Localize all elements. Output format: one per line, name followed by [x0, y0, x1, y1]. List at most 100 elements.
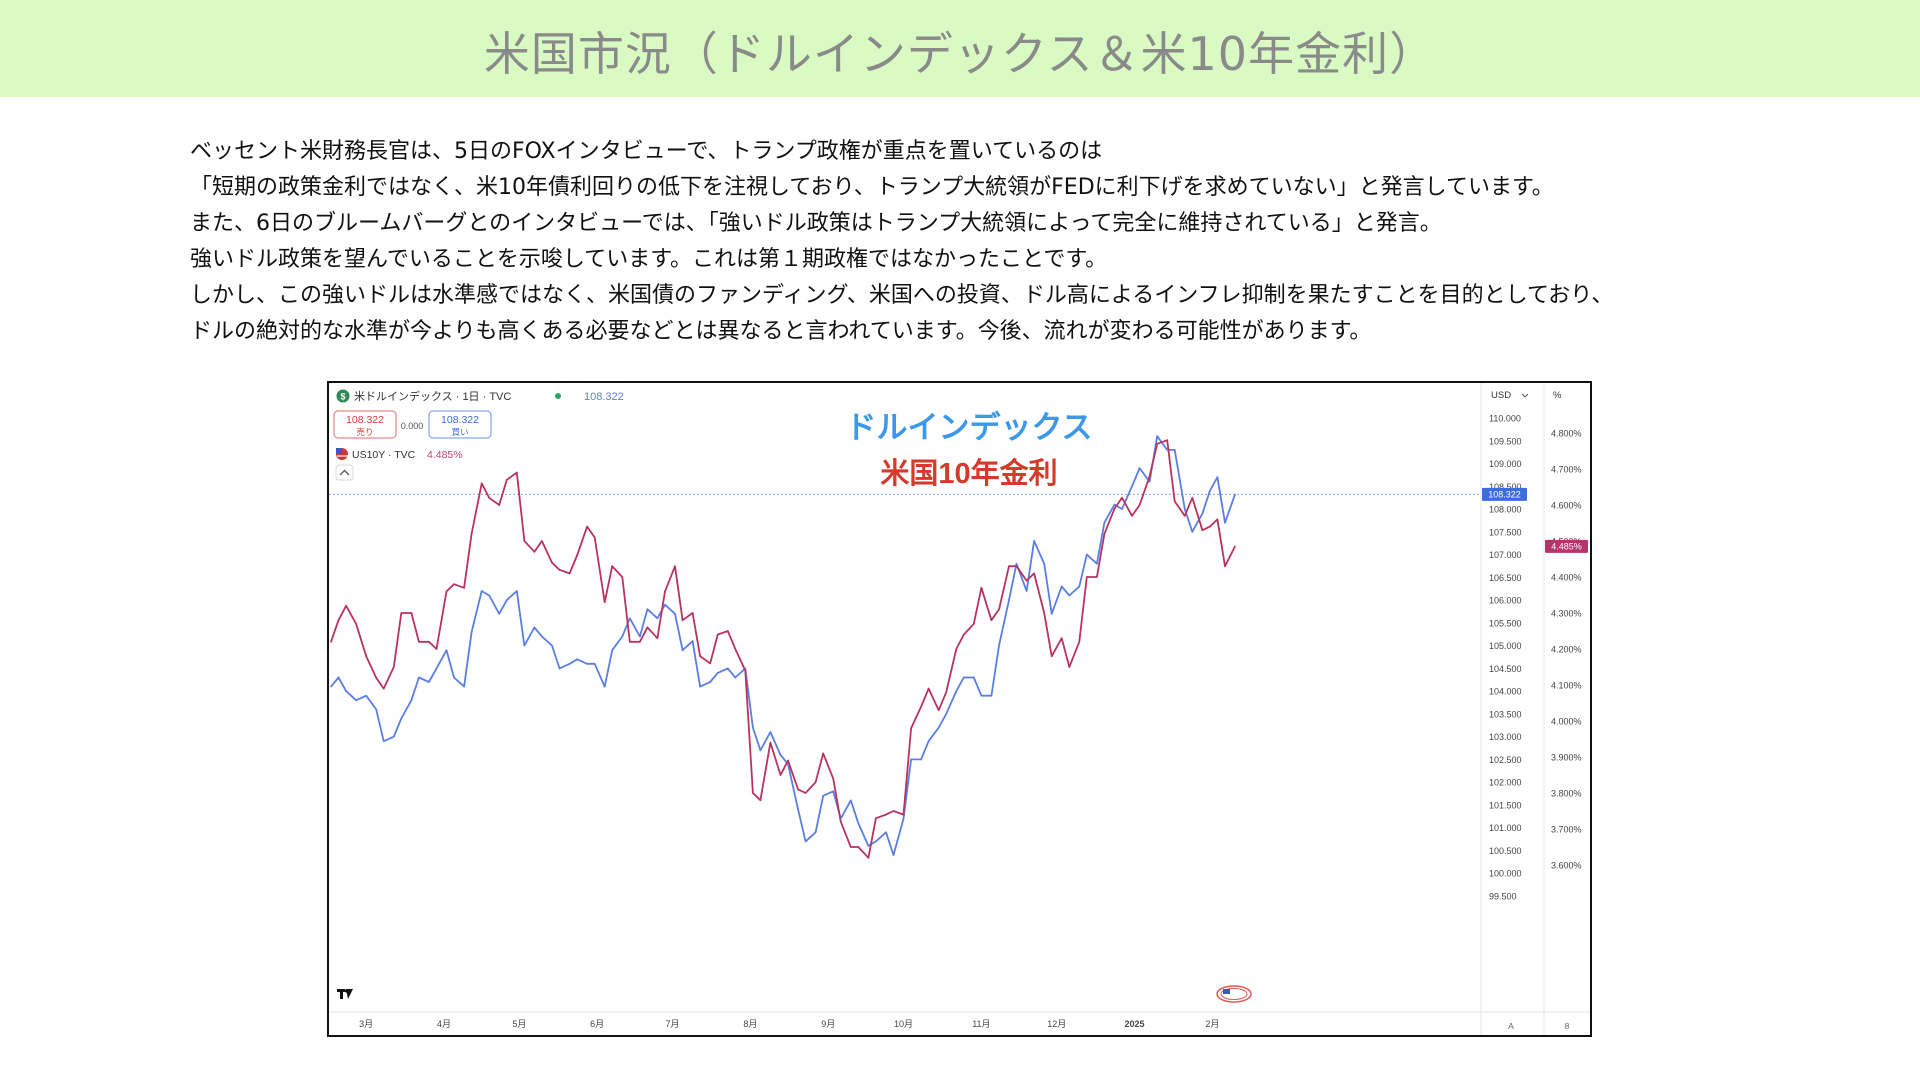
dxy-point [629, 617, 631, 620]
dxy-point [867, 845, 870, 847]
us10y-point [453, 583, 455, 585]
left-axis-tick-label: 103.500 [1489, 709, 1522, 719]
sell-label: 売り [356, 427, 373, 437]
right-axis-tick-label: 4.300% [1551, 609, 1582, 619]
dxy-point [945, 713, 948, 715]
dxy-point [453, 676, 455, 679]
currency-selector[interactable]: USD [1491, 390, 1511, 401]
right-axis-tick-label: 4.200% [1551, 645, 1582, 655]
dxy-point [428, 681, 430, 683]
legend-collapse-button[interactable] [335, 464, 354, 481]
commentary-text: ベッセント米財務長官は、5日のFOXインタビューで、トランプ政権が重点を置いてい… [190, 134, 1890, 350]
dxy-point [1183, 508, 1186, 510]
right-axis-tick-label: 4.600% [1551, 501, 1582, 511]
dxy-point [1209, 490, 1211, 492]
us10y-point [392, 666, 395, 668]
dxy-point [593, 663, 596, 665]
us10y-point [804, 792, 807, 794]
dxy-point [365, 694, 367, 697]
dxy-point [1086, 553, 1088, 556]
dxy-point [699, 685, 701, 688]
us10y-point [920, 705, 922, 708]
dxy-point [330, 685, 332, 688]
right-axis-tick-label: 4.700% [1551, 465, 1582, 475]
left-axis-tick-label: 102.000 [1489, 778, 1522, 788]
dxy-point [990, 694, 993, 697]
currency-flags-icon[interactable] [1216, 985, 1252, 1003]
us10y-point [639, 641, 641, 643]
us10y-point [568, 572, 571, 575]
right-axis-tick-label: 3.700% [1551, 825, 1582, 835]
us10y-point [355, 623, 357, 625]
svg-text:$: $ [340, 392, 345, 402]
left-axis-tick-label: 101.500 [1489, 800, 1522, 810]
us10y-point [910, 727, 912, 729]
left-axis-tick-label: 100.500 [1489, 846, 1522, 856]
us10y-point [937, 709, 940, 711]
us10y-point [990, 619, 993, 621]
dxy-point [857, 822, 860, 824]
us10y-point [576, 554, 578, 557]
dxy-point [875, 840, 877, 843]
us10y-point [541, 540, 543, 542]
tv-dollar-badge: $ [336, 389, 350, 403]
time-axis-tick-label: 7月 [666, 1019, 680, 1029]
us10y-point [857, 846, 860, 848]
us10y-point [470, 533, 473, 535]
dxy-point [1131, 485, 1133, 488]
us10y-point [1234, 545, 1236, 548]
yield-last-label: 4.485% [1551, 542, 1582, 552]
auto-scale-button[interactable]: A [1508, 1021, 1514, 1031]
sell-button[interactable]: 108.322 売り [333, 410, 397, 439]
us10y-point [1025, 579, 1028, 582]
dxy-point [1156, 435, 1158, 438]
header-banner: 米国市況（ドルインデックス＆米10年金利） [0, 0, 1920, 97]
dxy-point [744, 667, 747, 670]
us10y-point [621, 576, 624, 578]
dxy-point [603, 685, 606, 688]
dxy-point [892, 854, 895, 856]
us10y-point [1068, 666, 1071, 668]
dxy-point [681, 649, 684, 651]
time-axis-tick-label: 11月 [972, 1019, 990, 1029]
commentary-line-5: しかし、この強いドルは水準感ではなく、米国債のファンディング、米国への投資、ドル… [190, 283, 1614, 308]
us10y-point [1201, 529, 1204, 531]
dxy-point [779, 754, 782, 756]
dxy-point [355, 699, 357, 702]
right-axis-tick-label: 4.100% [1551, 681, 1582, 691]
currency-dropdown-icon[interactable] [1521, 393, 1529, 398]
us10y-point [1131, 515, 1133, 517]
us10y-point [814, 781, 817, 783]
dxy-point [1173, 449, 1176, 451]
us10y-point [611, 565, 614, 567]
dxy-point [1201, 512, 1204, 515]
left-axis-tick-label: 104.000 [1489, 687, 1522, 697]
dxy-point [505, 599, 508, 601]
dxy-point [551, 644, 553, 647]
dollar-icon [336, 389, 350, 403]
time-axis-tick-label: 4月 [437, 1019, 451, 1029]
dxy-point [1191, 531, 1194, 533]
series-points-dxy [330, 435, 1236, 856]
time-axis-tick-label: 10月 [894, 1019, 913, 1029]
dxy-point [1113, 503, 1116, 506]
scale-settings-button[interactable]: 8 [1565, 1021, 1570, 1031]
dxy-point [1068, 594, 1071, 597]
dxy-point [709, 681, 711, 683]
dxy-point [586, 663, 588, 665]
us10y-point [1183, 515, 1186, 517]
us10y-point [410, 612, 413, 614]
dxy-point [621, 635, 624, 638]
dxy-point [1148, 480, 1151, 483]
dxy-point [1060, 585, 1063, 588]
us10y-point [875, 817, 877, 819]
us10y-point [593, 536, 596, 539]
right-axis-tick-label: 4.800% [1551, 429, 1582, 439]
us10y-point [365, 655, 367, 657]
dxy-point [639, 635, 641, 638]
dxy-point [1216, 476, 1219, 478]
buy-button[interactable]: 108.322 買い [428, 410, 492, 439]
us10y-point [1113, 507, 1116, 510]
us10y-point [769, 741, 772, 744]
dxy-point [646, 608, 649, 610]
